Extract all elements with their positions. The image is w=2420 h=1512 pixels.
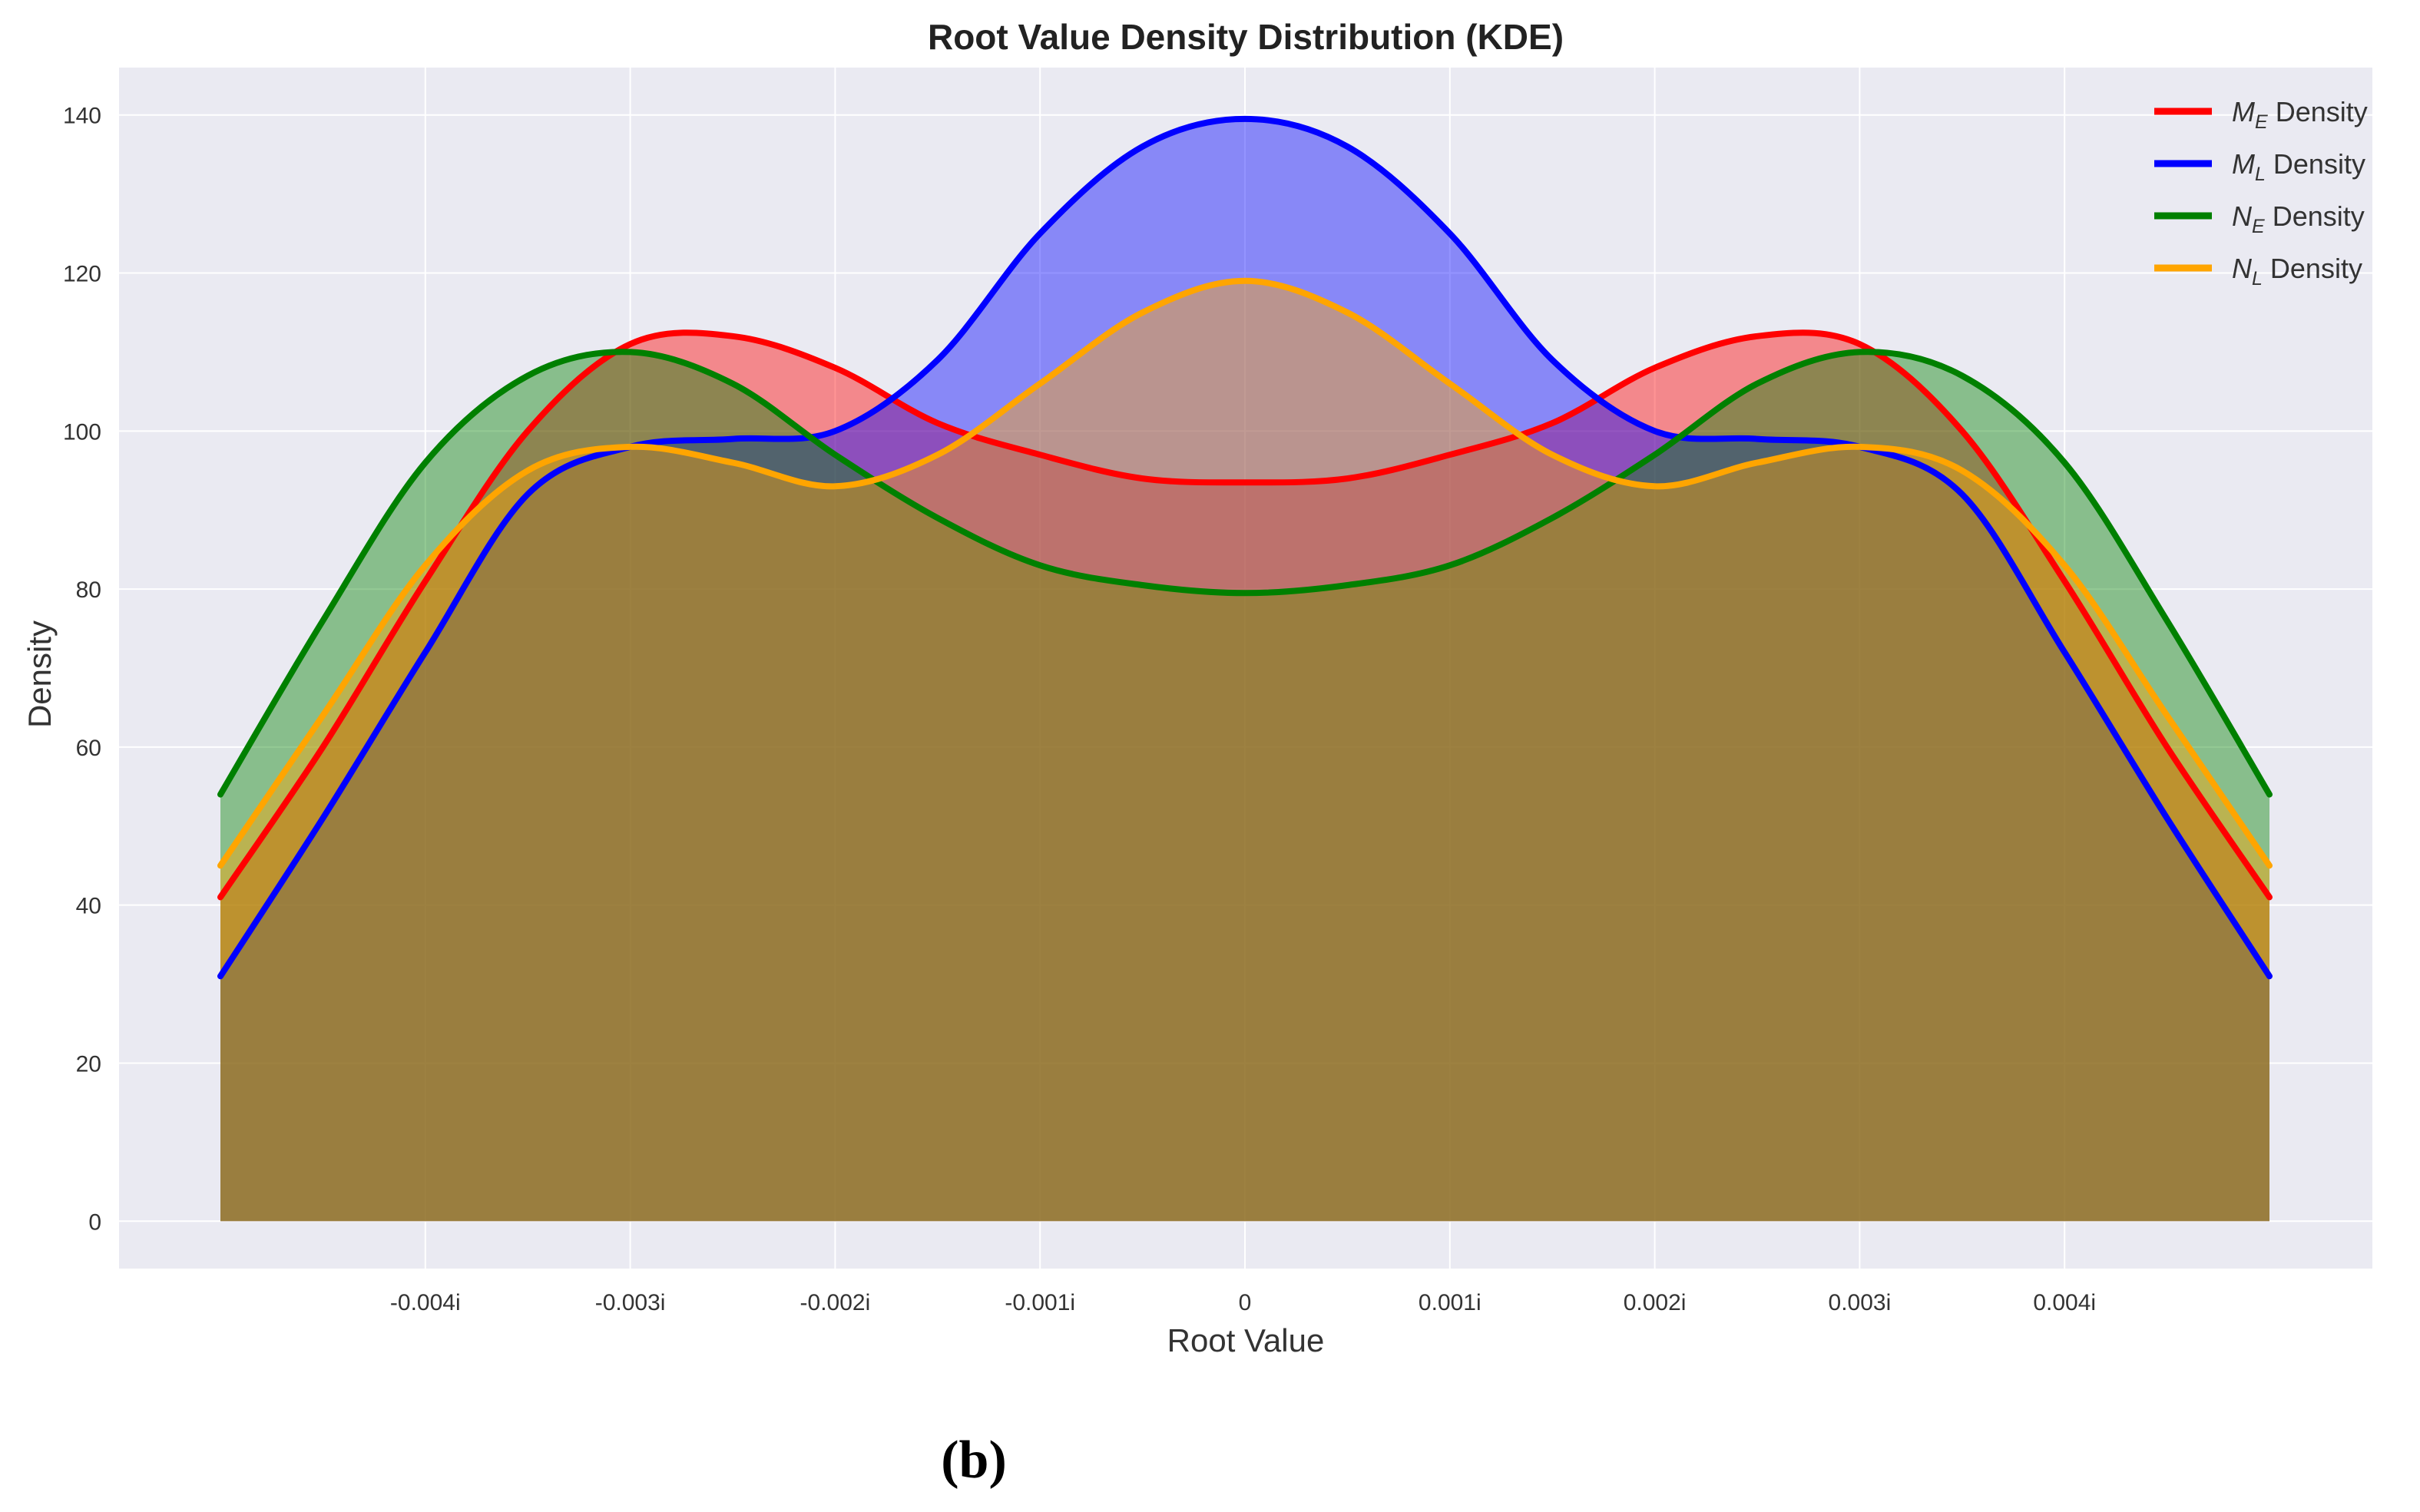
x-tick-label: 0 [1239,1290,1252,1315]
legend-item: NE Density [2154,200,2365,237]
legend-label: NL Density [2232,253,2362,289]
legend-label: NE Density [2232,200,2365,237]
y-tick-label: 100 [63,419,101,445]
chart-title: Root Value Density Distribution (KDE) [928,17,1564,57]
panel-label: (b) [941,1431,1007,1490]
legend-label: ME Density [2232,96,2368,133]
x-tick-label: -0.002i [800,1290,871,1315]
y-axis-label: Density [22,620,58,728]
y-tick-label: 60 [76,736,101,761]
x-tick-label: -0.004i [390,1290,461,1315]
y-tick-label: 120 [63,262,101,287]
density-fill-m-e [220,333,2269,1222]
y-tick-label: 80 [76,577,101,603]
density-line-n-e [217,349,2273,798]
x-tick-label: -0.001i [1005,1290,1075,1315]
density-line-m-e [217,329,2273,901]
legend-label: ML Density [2232,148,2365,185]
x-tick-label: -0.003i [595,1290,666,1315]
y-tick-label: 140 [63,104,101,129]
legend: ME Density ML Density NE Density NL Density [2154,96,2368,289]
x-tick-labels: -0.004i -0.003i -0.002i -0.001i 0 0.001i 0.002… [390,1290,2096,1315]
x-tick-label: 0.003i [1829,1290,1892,1315]
density-line-m-l [217,115,2273,980]
y-tick-label: 0 [88,1209,101,1235]
density-lines [217,115,2273,980]
density-fill-m-l [220,118,2269,1222]
y-tick-label: 40 [76,894,101,919]
legend-item: ME Density [2154,96,2368,133]
density-fill-n-l [220,280,2269,1222]
legend-item: ML Density [2154,148,2365,185]
y-tick-label: 20 [76,1051,101,1077]
density-fill-n-e [220,352,2269,1222]
legend-item: NL Density [2154,253,2362,289]
y-tick-labels: 0 20 40 60 80 100 120 140 [63,104,101,1236]
x-tick-label: 0.001i [1419,1290,1481,1315]
x-tick-label: 0.004i [2033,1290,2096,1315]
density-fills [220,118,2269,1222]
x-axis-label: Root Value [1167,1322,1325,1358]
density-line-n-l [217,277,2273,869]
grid-lines [119,68,2372,1269]
x-tick-label: 0.002i [1624,1290,1687,1315]
